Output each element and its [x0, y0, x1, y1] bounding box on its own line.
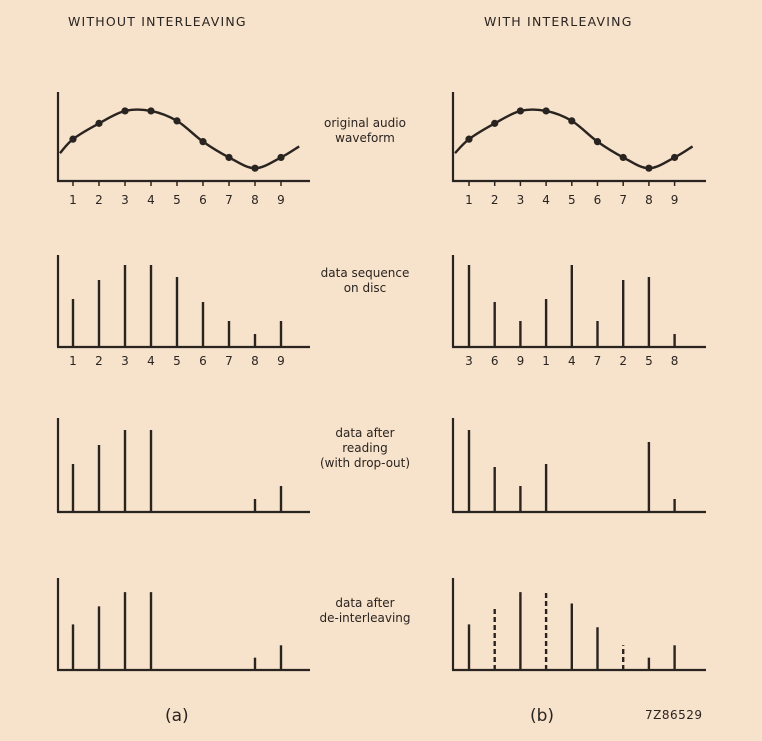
- disc-label-left-6: 6: [199, 354, 207, 368]
- sample-point-right-1: [465, 135, 473, 143]
- sample-point-right-3: [516, 107, 525, 115]
- disc-label-left-4: 4: [147, 354, 155, 368]
- sample-point-right-2: [491, 119, 499, 127]
- tick-label-right-3: 3: [517, 193, 525, 207]
- header-without-interleaving: WITHOUT INTERLEAVING: [68, 14, 247, 29]
- disc-label-right-3: 3: [465, 354, 473, 368]
- disc-label-right-4: 4: [568, 354, 576, 368]
- disc-label-left-3: 3: [121, 354, 129, 368]
- disc-label-right-6: 6: [491, 354, 499, 368]
- row-label-original-waveform: original audio waveform: [290, 116, 440, 146]
- row-label-line: waveform: [335, 131, 395, 145]
- sample-point-left-3: [121, 107, 129, 115]
- sample-point-right-6: [593, 138, 602, 146]
- sample-point-left-2: [95, 119, 103, 127]
- tick-label-right-7: 7: [619, 193, 627, 207]
- row-label-after-deinterleaving: data after de-interleaving: [290, 596, 440, 626]
- sample-point-left-8: [251, 164, 259, 172]
- waveform-curve-left: [59, 108, 300, 170]
- disc-label-left-2: 2: [95, 354, 103, 368]
- disc-label-right-1: 1: [542, 354, 550, 368]
- disc-label-right-2: 2: [619, 354, 627, 368]
- sample-point-left-9: [277, 153, 285, 162]
- row-label-line: de-interleaving: [319, 611, 411, 625]
- tick-label-right-9: 9: [671, 193, 679, 207]
- sample-point-left-4: [147, 107, 155, 115]
- row-label-line: on disc: [343, 281, 387, 295]
- sample-point-left-6: [199, 138, 207, 146]
- tick-label-left-7: 7: [225, 193, 233, 207]
- tick-label-left-6: 6: [199, 193, 207, 207]
- tick-label-left-8: 8: [251, 193, 259, 207]
- disc-label-right-5: 5: [645, 354, 653, 368]
- tick-label-left-2: 2: [95, 193, 103, 207]
- sample-point-right-5: [568, 117, 576, 125]
- row-label-after-reading: data after reading (with drop-out): [290, 426, 440, 471]
- tick-label-left-1: 1: [69, 193, 77, 207]
- row-label-line: data sequence: [320, 266, 410, 280]
- disc-label-left-1: 1: [69, 354, 77, 368]
- row-label-line: original audio: [324, 116, 406, 130]
- tick-label-left-9: 9: [277, 193, 285, 207]
- row-label-line: (with drop-out): [319, 456, 411, 470]
- tick-label-right-4: 4: [542, 193, 550, 207]
- row-label-line: reading: [342, 441, 388, 455]
- sample-point-left-1: [69, 135, 77, 143]
- disc-label-right-9: 9: [517, 354, 525, 368]
- sample-point-right-9: [671, 153, 679, 162]
- header-with-interleaving: WITH INTERLEAVING: [484, 14, 633, 29]
- sample-point-left-7: [225, 153, 233, 162]
- row-label-line: data after: [335, 426, 395, 440]
- row-label-data-sequence: data sequence on disc: [290, 266, 440, 296]
- disc-label-left-7: 7: [225, 354, 233, 368]
- tick-label-right-1: 1: [465, 193, 473, 207]
- tick-label-right-8: 8: [645, 193, 653, 207]
- sample-point-right-8: [645, 164, 653, 172]
- tick-label-left-3: 3: [121, 193, 129, 207]
- sample-point-right-7: [619, 153, 627, 162]
- sample-point-left-5: [173, 117, 181, 125]
- figure-code: 7Z86529: [645, 708, 703, 722]
- disc-label-left-5: 5: [173, 354, 181, 368]
- caption-a: (a): [165, 706, 189, 726]
- disc-label-left-9: 9: [277, 354, 285, 368]
- row-label-line: data after: [335, 596, 395, 610]
- tick-label-left-5: 5: [173, 193, 181, 207]
- caption-b: (b): [530, 706, 555, 726]
- disc-label-left-8: 8: [251, 354, 259, 368]
- tick-label-right-2: 2: [491, 193, 499, 207]
- tick-label-right-5: 5: [568, 193, 576, 207]
- tick-label-left-4: 4: [147, 193, 155, 207]
- sample-point-right-4: [542, 107, 550, 115]
- disc-label-right-7: 7: [594, 354, 602, 368]
- tick-label-right-6: 6: [594, 193, 602, 207]
- disc-label-right-8: 8: [671, 354, 679, 368]
